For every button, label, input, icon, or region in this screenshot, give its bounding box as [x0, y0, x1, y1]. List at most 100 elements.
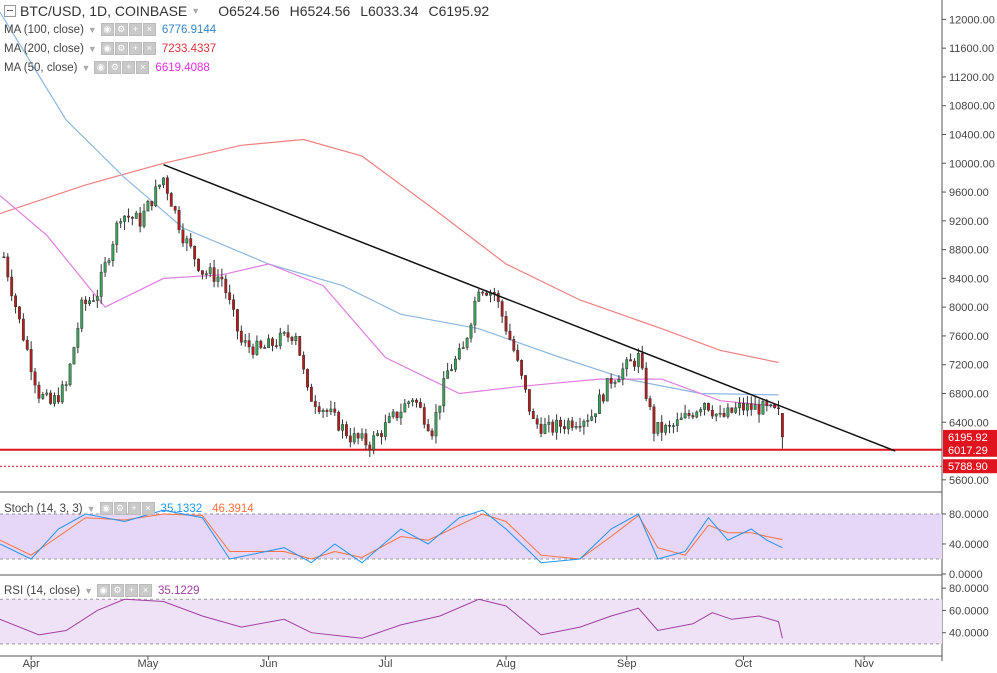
candle-body — [566, 420, 570, 430]
eye-icon[interactable]: ◉ — [96, 584, 110, 597]
candle-body — [236, 309, 239, 332]
candle-body — [92, 300, 95, 302]
plus-icon[interactable]: + — [127, 502, 141, 515]
candle-body — [107, 260, 111, 263]
time-tick-label: Jun — [260, 658, 278, 670]
rsi-header[interactable]: RSI (14, close) ▼ ◉ ⚙ + × 35.1229 — [0, 584, 200, 597]
candle-body — [72, 347, 76, 365]
candle-body — [6, 256, 10, 278]
candle-body — [660, 422, 664, 433]
candle-body — [415, 399, 418, 403]
eye-icon[interactable]: ◉ — [100, 42, 114, 55]
price-tick-label: 6400.00 — [949, 417, 989, 429]
candle-body — [267, 338, 271, 348]
plus-icon[interactable]: + — [124, 584, 138, 597]
price-tick-label: 6800.00 — [949, 388, 989, 400]
indicator-label: MA (50, close) — [4, 61, 78, 74]
price-label-bg — [943, 429, 997, 444]
chevron-down-icon[interactable]: ▼ — [87, 24, 97, 35]
close-icon[interactable]: × — [136, 61, 150, 74]
candle-body — [574, 426, 578, 428]
gear-icon[interactable]: ⚙ — [114, 23, 128, 36]
candle-body — [220, 276, 224, 280]
gear-icon[interactable]: ⚙ — [110, 584, 124, 597]
candle-body — [115, 222, 119, 245]
eye-icon[interactable]: ◉ — [94, 61, 108, 74]
candle-body — [613, 381, 617, 384]
stoch-d-line — [0, 513, 783, 560]
candle-body — [368, 444, 372, 451]
candle-body — [629, 359, 633, 362]
chevron-down-icon[interactable]: ▼ — [84, 585, 93, 596]
chevron-down-icon[interactable]: ▼ — [87, 43, 97, 54]
candle-body — [516, 350, 520, 361]
gear-icon[interactable]: ⚙ — [114, 42, 128, 55]
chevron-down-icon[interactable]: ▼ — [191, 6, 201, 16]
price-label-1: 6017.29 — [943, 442, 997, 457]
price-label-text: 6017.29 — [948, 445, 988, 457]
candle-body — [193, 245, 197, 260]
plus-icon[interactable]: + — [128, 42, 142, 55]
candle-body — [356, 433, 360, 439]
indicator-ma200[interactable]: MA (200, close) ▼ ◉ ⚙ + × 7233.4337 — [0, 42, 216, 55]
candles — [2, 175, 784, 457]
close-icon[interactable]: × — [142, 23, 156, 36]
indicator-buttons[interactable]: ◉ ⚙ + × — [94, 61, 150, 74]
candle-body — [722, 413, 726, 417]
indicator-buttons[interactable]: ◉ ⚙ + × — [96, 584, 152, 597]
collapse-toggle-icon[interactable] — [4, 5, 16, 17]
candle-body — [14, 295, 17, 308]
ma50-line — [0, 195, 779, 407]
candle-body — [364, 433, 368, 446]
candle-body — [718, 413, 722, 415]
candle-body — [185, 238, 189, 244]
indicator-ma100[interactable]: MA (100, close) ▼ ◉ ⚙ + × 6776.9144 — [0, 23, 216, 36]
candle-body — [707, 402, 710, 411]
close-icon[interactable]: × — [141, 502, 155, 515]
candle-body — [742, 403, 745, 411]
price-label-bg — [943, 459, 997, 474]
chevron-down-icon[interactable]: ▼ — [81, 62, 91, 73]
candle-body — [212, 267, 216, 282]
gear-icon[interactable]: ⚙ — [113, 502, 127, 515]
candle-body — [683, 413, 687, 419]
gear-icon[interactable]: ⚙ — [108, 61, 122, 74]
indicator-ma50[interactable]: MA (50, close) ▼ ◉ ⚙ + × 6619.4088 — [0, 61, 210, 74]
indicator-buttons[interactable]: ◉ ⚙ + × — [100, 42, 156, 55]
price-tick-label: 10000.00 — [949, 158, 995, 170]
close-icon[interactable]: × — [142, 42, 156, 55]
indicator-buttons[interactable]: ◉ ⚙ + × — [99, 502, 155, 515]
candle-body — [41, 394, 45, 399]
candle-body — [679, 417, 683, 420]
chevron-down-icon[interactable]: ▼ — [86, 503, 96, 514]
plus-icon[interactable]: + — [122, 61, 136, 74]
rsi-band — [0, 599, 942, 644]
candle-body — [259, 340, 263, 348]
candle-body — [543, 424, 547, 434]
eye-icon[interactable]: ◉ — [99, 502, 113, 515]
candle-body — [539, 423, 543, 434]
candle-body — [263, 347, 267, 349]
indicator-buttons[interactable]: ◉ ⚙ + × — [100, 23, 156, 36]
rsi-pane: 80.0000 60.0000 40.0000 — [0, 583, 989, 645]
candle-body — [656, 422, 660, 434]
candle-body — [485, 292, 488, 296]
eye-icon[interactable]: ◉ — [100, 23, 114, 36]
candle-body — [773, 404, 777, 408]
plus-icon[interactable]: + — [128, 23, 142, 36]
candle-body — [127, 215, 130, 218]
candle-body — [177, 209, 181, 231]
candle-body — [535, 418, 539, 425]
candle-body — [675, 419, 679, 426]
stoch-pane: 80.0000 40.0000 0.0000 — [0, 509, 989, 581]
close-icon[interactable]: × — [138, 584, 152, 597]
time-axis: Apr May Jun Jul Aug Sep Oct Nov — [23, 656, 874, 670]
stoch-tick-label: 40.0000 — [949, 539, 989, 551]
candle-body — [317, 406, 321, 412]
symbol-title[interactable]: BTC/USD, 1D, COINBASE — [20, 3, 188, 19]
candle-body — [454, 358, 457, 370]
candle-body — [88, 300, 91, 304]
price-tick-label: 8400.00 — [949, 273, 989, 285]
stoch-header[interactable]: Stoch (14, 3, 3) ▼ ◉ ⚙ + × 35.1332 46.3914 — [0, 502, 254, 515]
